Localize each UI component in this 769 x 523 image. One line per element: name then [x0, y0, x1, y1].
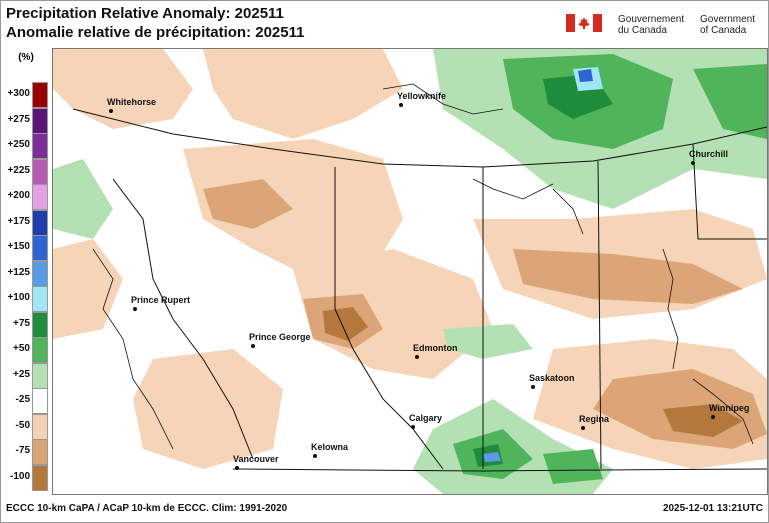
legend-swatch	[32, 388, 48, 414]
city-dot	[711, 415, 715, 419]
footer-source: ECCC 10-km CaPA / ACaP 10-km de ECCC. Cl…	[6, 503, 288, 514]
legend-swatch	[32, 82, 48, 108]
city-dot	[411, 425, 415, 429]
title-english: Precipitation Relative Anomaly: 202511	[6, 5, 284, 22]
city-label: Whitehorse	[107, 97, 157, 107]
legend-swatch	[32, 311, 48, 338]
legend-label: +200	[7, 190, 30, 201]
city-dot	[531, 385, 535, 389]
footer-timestamp: 2025-12-01 13:21UTC	[662, 503, 763, 514]
city-label: Edmonton	[413, 343, 458, 353]
government-wordmark-english: Government of Canada	[700, 14, 756, 36]
legend-label: -75	[15, 445, 30, 456]
city-label: Winnipeg	[709, 403, 750, 413]
government-wordmark-french: Gouvernement du Canada	[618, 14, 685, 36]
legend-label: +225	[7, 164, 30, 176]
legend-swatch	[32, 133, 48, 159]
legend-swatch	[32, 209, 48, 236]
legend-swatch	[32, 184, 48, 210]
legend-label: -100	[9, 470, 30, 482]
city-label: Prince George	[249, 332, 311, 342]
political-boundaries	[72, 108, 767, 472]
legend-swatch	[32, 362, 48, 389]
legend-swatch	[32, 235, 48, 261]
dry-anomaly-strong	[323, 307, 743, 437]
city-dot	[399, 103, 403, 107]
legend-swatch	[32, 158, 48, 185]
legend-swatch	[32, 107, 48, 134]
city-label: Vancouver	[233, 454, 279, 464]
city-dot	[313, 454, 317, 458]
coastlines-and-lakes	[92, 83, 754, 450]
city-dot	[415, 355, 419, 359]
city-label: Kelowna	[311, 442, 349, 452]
legend-swatch	[32, 439, 48, 465]
city-label: Yellowknife	[397, 91, 447, 101]
legend-label: +50	[13, 343, 30, 354]
canada-flag-icon	[566, 14, 602, 32]
dry-anomaly-zones	[53, 49, 767, 469]
city-label: Churchill	[689, 149, 729, 159]
city-label: Calgary	[409, 413, 443, 423]
legend-swatch	[32, 464, 48, 491]
legend-swatch	[32, 260, 48, 287]
city-dot	[235, 466, 239, 470]
legend-label: +275	[7, 113, 30, 125]
title-french: Anomalie relative de précipitation: 2025…	[6, 24, 305, 41]
city-dot	[109, 109, 113, 113]
legend-label: +150	[7, 241, 30, 252]
legend-swatch	[32, 286, 48, 312]
city-dot	[581, 426, 585, 430]
legend-swatch	[32, 413, 48, 440]
anomaly-map-canvas	[53, 49, 767, 494]
legend-label: +75	[13, 317, 30, 329]
legend-label: +25	[13, 368, 30, 380]
city-dot	[251, 344, 255, 348]
legend-label: +250	[7, 139, 30, 150]
legend-label: +100	[7, 292, 30, 303]
city-label: Saskatoon	[529, 373, 575, 383]
anomaly-map: Whitehorse Yellowknife Churchill Prince Rup…	[52, 48, 768, 495]
city-dot	[133, 307, 137, 311]
legend-label: +125	[7, 266, 30, 278]
legend-swatch	[32, 337, 48, 363]
legend-label: -50	[15, 419, 30, 431]
legend-label: +175	[7, 215, 30, 227]
legend-label: +300	[7, 88, 30, 99]
city-dot	[691, 161, 695, 165]
wet-anomaly-very-strong	[483, 67, 603, 462]
city-label: Prince Rupert	[131, 295, 191, 305]
legend-label: -25	[15, 394, 30, 405]
legend-unit: (%)	[18, 52, 34, 63]
city-label: Regina	[579, 414, 610, 424]
